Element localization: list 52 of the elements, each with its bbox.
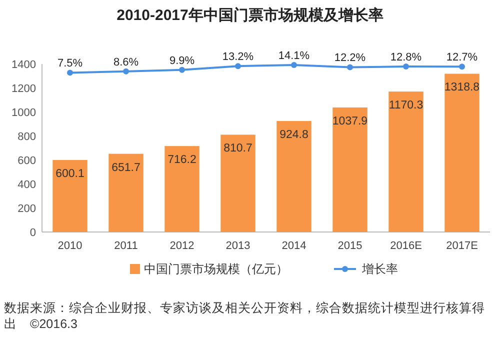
- point: [123, 68, 129, 74]
- point: [459, 64, 465, 70]
- y-tick-label: 400: [18, 179, 36, 191]
- data-label: 12.7%: [446, 52, 478, 64]
- x-tick-label: 2013: [226, 240, 250, 252]
- bar: [220, 134, 256, 232]
- data-label: 651.7: [112, 162, 140, 174]
- data-label: 1037.9: [332, 115, 368, 128]
- data-label: 12.8%: [390, 52, 422, 64]
- bar: [52, 160, 88, 232]
- point: [235, 63, 241, 70]
- y-tick-label: 200: [18, 203, 36, 215]
- data-label: 1318.8: [444, 82, 480, 94]
- y-tick-label: 0: [30, 227, 36, 239]
- data-label: 14.1%: [278, 50, 310, 62]
- x-tick-label: 2011: [114, 240, 138, 252]
- bar: [388, 92, 424, 232]
- source-note: 数据来源：综合企业财报、专家访谈及相关公开资料，综合数据统计模型进行核算得出 ©2016.3: [4, 300, 486, 332]
- data-label: 924.8: [280, 129, 308, 142]
- bar: [444, 74, 480, 232]
- x-tick-label: 2012: [170, 240, 194, 252]
- y-tick-label: 600: [18, 155, 36, 167]
- legend-label: 增长率: [361, 262, 398, 276]
- data-label: 810.7: [224, 142, 252, 155]
- x-tick-label: 2017E: [446, 240, 478, 252]
- data-label: 13.2%: [222, 51, 254, 64]
- y-tick-label: 800: [18, 131, 36, 143]
- data-label: 8.6%: [113, 56, 139, 68]
- x-tick-label: 2014: [282, 240, 306, 252]
- data-label: 716.2: [168, 154, 196, 166]
- bar: [108, 154, 144, 232]
- bar: [164, 146, 200, 232]
- data-label: 1170.3: [388, 100, 424, 112]
- y-tick-label: 1400: [12, 59, 36, 71]
- point: [403, 64, 409, 70]
- bar: [276, 121, 312, 232]
- x-tick-label: 2016E: [390, 240, 422, 252]
- point: [179, 66, 185, 73]
- point: [291, 62, 297, 68]
- y-tick-label: 1000: [12, 107, 36, 119]
- data-label: 9.9%: [169, 54, 195, 67]
- point: [67, 70, 73, 76]
- x-tick-label: 2010: [58, 240, 82, 252]
- bar: [332, 107, 368, 232]
- data-label: 7.5%: [57, 58, 83, 70]
- y-tick-label: 1200: [12, 83, 36, 95]
- chart-title: 2010-2017年中国门票市场规模及增长率: [116, 6, 384, 24]
- legend-label: 中国门票市场规模（亿元）: [144, 262, 288, 276]
- data-label: 600.1: [56, 168, 84, 180]
- x-tick-label: 2015: [338, 240, 362, 252]
- data-label: 12.2%: [334, 52, 366, 64]
- point: [347, 64, 353, 70]
